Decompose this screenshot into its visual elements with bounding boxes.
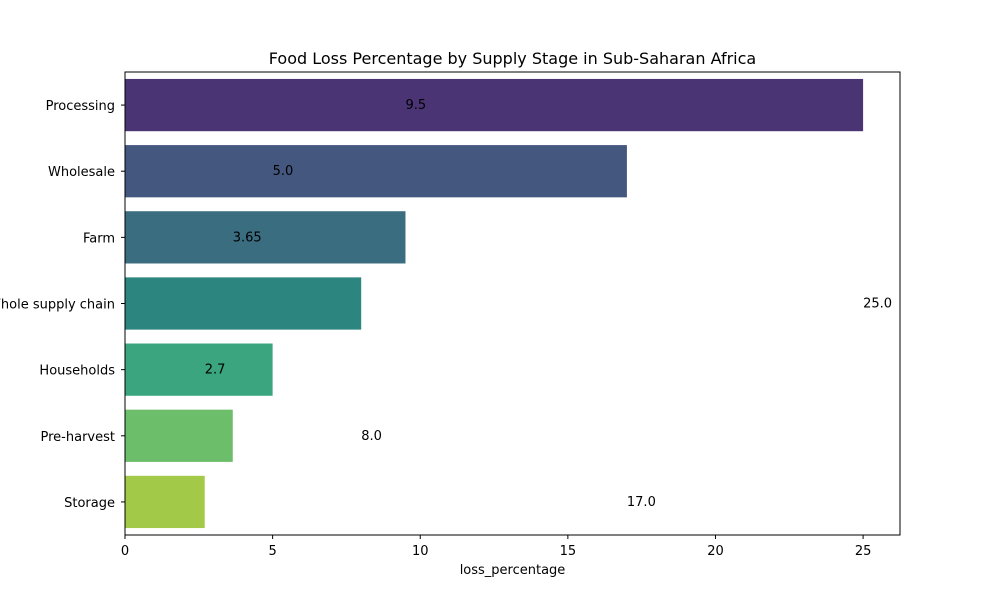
- bar-pre-harvest: [125, 409, 233, 462]
- value-label: 2.7: [205, 363, 226, 378]
- x-tick-label-15: 15: [560, 544, 577, 559]
- y-tick-label-whole-supply-chain: Whole supply chain: [0, 298, 115, 313]
- x-tick-label-5: 5: [268, 544, 276, 559]
- bar-storage: [125, 475, 205, 529]
- plot-frame: [124, 71, 901, 536]
- value-label: 8.0: [361, 429, 382, 444]
- bars-group: [125, 78, 864, 529]
- x-axis-label: loss_percentage: [460, 563, 566, 578]
- x-tick-label-0: 0: [121, 544, 129, 559]
- bar-processing: [125, 78, 864, 132]
- value-label: 25.0: [863, 297, 892, 312]
- bar-farm: [125, 211, 406, 264]
- y-tick-label-pre-harvest: Pre-harvest: [41, 430, 115, 445]
- y-tick-label-households: Households: [39, 364, 115, 379]
- y-axis: Processing Wholesale Farm Whole supply chai…: [0, 99, 125, 511]
- bar-wholesale: [125, 145, 627, 198]
- y-tick-label-processing: Processing: [46, 99, 115, 114]
- x-tick-label-10: 10: [412, 544, 429, 559]
- x-axis: 0 5 10 15 20 25: [121, 535, 872, 559]
- value-label: 5.0: [273, 164, 294, 179]
- y-tick-label-farm: Farm: [83, 231, 115, 246]
- y-tick-label-wholesale: Wholesale: [48, 165, 115, 180]
- x-tick-label-25: 25: [855, 544, 872, 559]
- bar-whole-supply-chain: [125, 277, 362, 330]
- value-label: 9.5: [405, 98, 426, 113]
- x-tick-label-20: 20: [707, 544, 724, 559]
- value-labels-group: 9.5 5.0 3.65 25.0 2.7 8.0 17.0: [205, 98, 892, 510]
- value-label: 3.65: [233, 230, 262, 245]
- chart-title: Food Loss Percentage by Supply Stage in …: [269, 49, 756, 68]
- bar-households: [125, 343, 273, 396]
- y-tick-label-storage: Storage: [64, 496, 115, 511]
- value-label: 17.0: [627, 495, 656, 510]
